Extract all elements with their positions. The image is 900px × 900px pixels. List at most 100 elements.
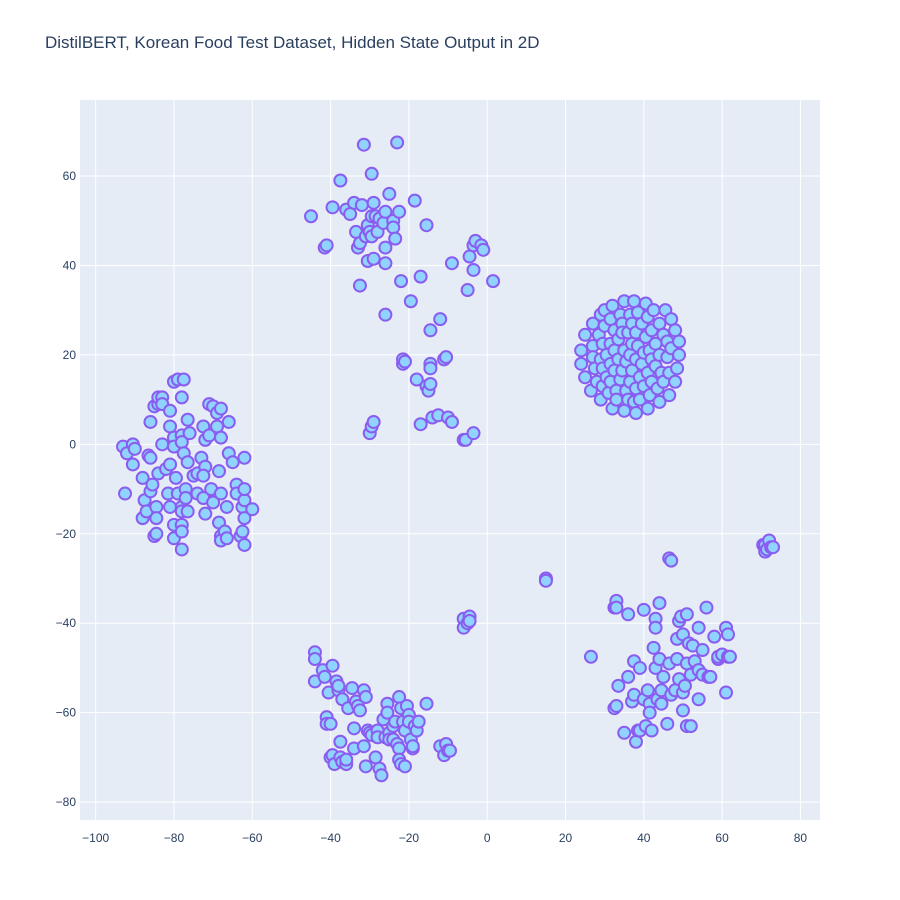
data-point	[143, 450, 158, 465]
data-point	[719, 685, 734, 700]
data-point	[366, 414, 381, 429]
data-point	[213, 401, 228, 416]
data-point	[466, 262, 481, 277]
data-point	[636, 602, 651, 617]
data-point	[304, 209, 319, 224]
data-point	[221, 414, 236, 429]
data-point	[390, 135, 405, 150]
data-point	[683, 719, 698, 734]
data-point	[583, 649, 598, 664]
data-point	[178, 491, 193, 506]
data-point	[644, 723, 659, 738]
x-tick-label: −20	[399, 831, 420, 845]
data-point	[722, 649, 737, 664]
x-tick-label: 60	[715, 831, 729, 845]
data-point	[695, 643, 710, 658]
data-point	[419, 218, 434, 233]
y-tick-label: 40	[63, 258, 77, 272]
data-point	[196, 468, 211, 483]
data-point	[611, 678, 626, 693]
x-tick-label: −100	[82, 831, 109, 845]
data-point	[411, 714, 426, 729]
data-point	[462, 613, 477, 628]
data-point	[352, 278, 367, 293]
data-point	[675, 703, 690, 718]
data-point	[237, 537, 252, 552]
data-point	[145, 477, 160, 492]
data-point	[386, 220, 401, 235]
data-point	[127, 441, 142, 456]
x-tick-label: 80	[794, 831, 808, 845]
data-point	[691, 620, 706, 635]
data-point	[364, 166, 379, 181]
data-point	[163, 403, 178, 418]
data-point	[237, 450, 252, 465]
data-point	[219, 531, 234, 546]
data-point	[176, 372, 191, 387]
data-point	[433, 312, 448, 327]
y-tick-label: −80	[56, 795, 77, 809]
data-point	[617, 725, 632, 740]
data-point	[574, 356, 589, 371]
data-point	[668, 374, 683, 389]
data-point	[419, 696, 434, 711]
data-point	[662, 388, 677, 403]
x-axis-ticks: −100 −80 −60 −40 −20 0 20 40 60 80	[82, 831, 807, 845]
data-point	[609, 600, 624, 615]
data-point	[352, 703, 367, 718]
data-point	[149, 526, 164, 541]
data-point	[219, 499, 234, 514]
y-tick-label: 0	[69, 437, 76, 451]
data-point	[646, 640, 661, 655]
data-point	[648, 620, 663, 635]
data-point	[656, 669, 671, 684]
data-point	[143, 414, 158, 429]
data-point	[444, 256, 459, 271]
data-point	[378, 240, 393, 255]
data-point	[118, 486, 133, 501]
data-point	[664, 553, 679, 568]
data-point	[163, 457, 178, 472]
data-point	[378, 256, 393, 271]
data-point	[135, 470, 150, 485]
data-point	[358, 759, 373, 774]
data-point	[605, 298, 620, 313]
data-point	[180, 455, 195, 470]
data-point	[672, 334, 687, 349]
data-point	[707, 629, 722, 644]
data-point	[374, 768, 389, 783]
data-point	[356, 739, 371, 754]
y-tick-label: −60	[56, 706, 77, 720]
data-point	[206, 495, 221, 510]
data-point	[163, 499, 178, 514]
data-point	[444, 414, 459, 429]
data-point	[699, 600, 714, 615]
data-point	[358, 690, 373, 705]
data-point	[476, 242, 491, 257]
data-point	[378, 204, 393, 219]
x-tick-label: −80	[164, 831, 185, 845]
data-point	[628, 406, 643, 421]
x-tick-label: 40	[637, 831, 651, 845]
data-point	[125, 457, 140, 472]
data-point	[237, 482, 252, 497]
data-point	[652, 596, 667, 611]
data-point	[460, 283, 475, 298]
data-point	[380, 705, 395, 720]
data-point	[642, 705, 657, 720]
x-tick-label: 0	[484, 831, 491, 845]
data-point	[405, 739, 420, 754]
data-point	[640, 401, 655, 416]
data-point	[174, 390, 189, 405]
data-point	[621, 669, 636, 684]
data-point	[397, 759, 412, 774]
data-point	[397, 354, 412, 369]
data-point	[333, 734, 348, 749]
data-point	[423, 323, 438, 338]
data-point	[538, 573, 553, 588]
data-point	[672, 347, 687, 362]
data-point	[356, 137, 371, 152]
data-point	[325, 200, 340, 215]
data-point	[235, 524, 250, 539]
data-point	[660, 716, 675, 731]
